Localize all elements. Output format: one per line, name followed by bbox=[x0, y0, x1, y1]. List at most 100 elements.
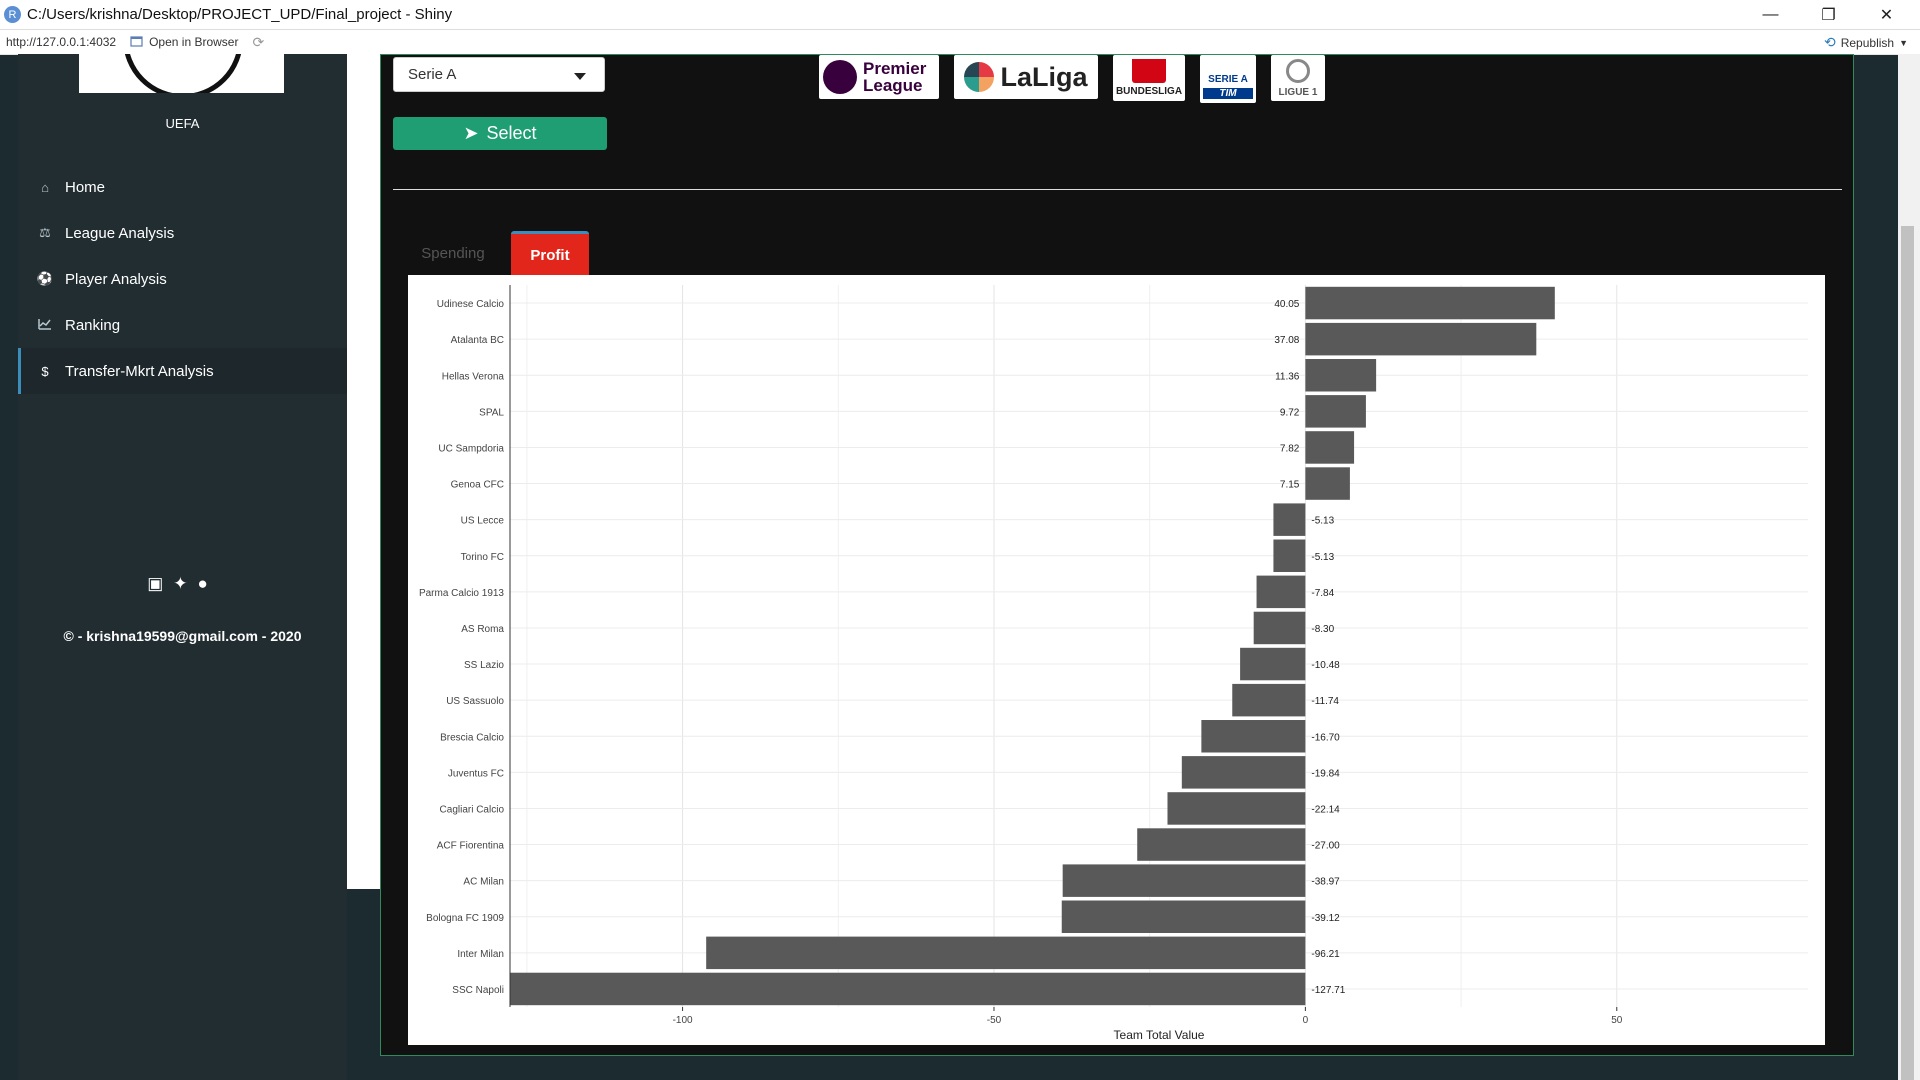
laliga-text: LaLiga bbox=[1000, 61, 1088, 92]
line-chart-icon bbox=[35, 318, 55, 333]
republish-button[interactable]: ⟲ Republish ▼ bbox=[1824, 34, 1908, 51]
laliga-ball-icon bbox=[964, 62, 995, 92]
tab-spending[interactable]: Spending bbox=[421, 245, 485, 262]
ligue1-emblem-icon bbox=[1286, 58, 1310, 83]
category-label: SSC Napoli bbox=[452, 985, 504, 996]
sidebar-item-label: Transfer-Mkrt Analysis bbox=[65, 362, 214, 380]
bar bbox=[510, 972, 1306, 1006]
sidebar-brand: UEFA bbox=[165, 116, 200, 131]
x-tick-label: -100 bbox=[673, 1015, 693, 1026]
r-app-icon: R bbox=[4, 6, 21, 23]
value-label: -7.84 bbox=[1311, 588, 1334, 599]
x-axis-label: Team Total Value bbox=[1114, 1028, 1205, 1042]
bar bbox=[1061, 900, 1306, 933]
open-in-browser-button[interactable]: Open in Browser bbox=[130, 35, 238, 50]
value-label: -38.97 bbox=[1311, 877, 1340, 888]
category-label: AC Milan bbox=[463, 877, 504, 888]
category-label: Hellas Verona bbox=[442, 371, 505, 382]
bar bbox=[1201, 720, 1306, 753]
lion-icon bbox=[823, 60, 857, 94]
laliga-logo: LaLiga bbox=[954, 55, 1098, 99]
sidebar-item-transfer-mkrt-analysis[interactable]: $ Transfer-Mkrt Analysis bbox=[18, 348, 347, 394]
value-label: 37.08 bbox=[1274, 335, 1299, 346]
category-label: US Lecce bbox=[461, 516, 505, 527]
value-label: -5.13 bbox=[1311, 552, 1334, 563]
league-select[interactable]: Serie A bbox=[393, 57, 605, 92]
profit-bar-chart: Udinese Calcio 40.05 Atalanta BC 37.08 Hella… bbox=[419, 285, 1808, 1042]
chevron-down-icon: ▼ bbox=[1899, 37, 1908, 48]
linkedin-icon[interactable]: ▣ bbox=[147, 574, 174, 593]
category-label: Cagliari Calcio bbox=[440, 804, 505, 815]
bar bbox=[1062, 864, 1306, 897]
serie-a-logo: SERIE A TIM bbox=[1200, 55, 1256, 103]
category-label: Torino FC bbox=[461, 552, 504, 563]
bar bbox=[1167, 792, 1306, 825]
x-tick-label: -50 bbox=[987, 1015, 1002, 1026]
home-icon: ⌂ bbox=[41, 179, 49, 195]
profit-chart: Udinese Calcio 40.05 Atalanta BC 37.08 Hella… bbox=[408, 275, 1825, 1045]
value-label: -8.30 bbox=[1311, 624, 1334, 635]
league-select-value: Serie A bbox=[408, 66, 457, 83]
twitter-icon[interactable]: ✦ bbox=[173, 574, 198, 593]
value-label: -96.21 bbox=[1311, 949, 1340, 960]
bar bbox=[1137, 828, 1306, 861]
category-label: Parma Calcio 1913 bbox=[419, 588, 504, 599]
bundesliga-text: BUNDESLIGA bbox=[1115, 86, 1183, 97]
refresh-icon[interactable]: ⟳ bbox=[252, 33, 265, 50]
bar bbox=[1305, 286, 1555, 320]
open-in-browser-label: Open in Browser bbox=[149, 35, 239, 49]
bar bbox=[1305, 359, 1377, 392]
soccer-ball-icon: ⚽ bbox=[36, 271, 54, 286]
category-label: ACF Fiorentina bbox=[437, 841, 505, 852]
url-text[interactable]: http://127.0.0.1:4032 bbox=[6, 35, 117, 49]
minimize-button[interactable]: — bbox=[1762, 5, 1779, 23]
sidebar-menu: ⌂ Home ⚖ League Analysis ⚽ Player Analys… bbox=[18, 164, 347, 394]
value-label: -27.00 bbox=[1311, 841, 1340, 852]
value-label: 7.82 bbox=[1280, 443, 1300, 454]
sidebar-item-league-analysis[interactable]: ⚖ League Analysis bbox=[18, 210, 347, 256]
paper-plane-icon: ➤ bbox=[463, 123, 479, 143]
sidebar-item-label: Player Analysis bbox=[65, 270, 167, 288]
sidebar-item-home[interactable]: ⌂ Home bbox=[18, 164, 347, 210]
section-divider bbox=[393, 189, 1842, 190]
premier-league-logo: Premier League bbox=[819, 55, 939, 99]
category-label: UC Sampdoria bbox=[438, 443, 504, 454]
close-button[interactable]: ✕ bbox=[1879, 6, 1894, 24]
select-button[interactable]: ➤ Select bbox=[393, 117, 607, 150]
value-label: 9.72 bbox=[1280, 407, 1300, 418]
category-label: SS Lazio bbox=[464, 660, 504, 671]
uefa-logo bbox=[79, 54, 284, 93]
ligue1-logo: LIGUE 1 bbox=[1271, 55, 1325, 101]
external-window-icon bbox=[130, 35, 144, 50]
value-label: 40.05 bbox=[1274, 299, 1299, 310]
social-links: ▣✦● bbox=[18, 574, 347, 594]
value-label: 11.36 bbox=[1275, 371, 1300, 382]
value-label: -19.84 bbox=[1311, 768, 1340, 779]
caret-down-icon bbox=[574, 73, 586, 80]
republish-icon: ⟲ bbox=[1823, 34, 1836, 50]
serie-a-text: SERIE A bbox=[1208, 73, 1248, 85]
tab-profit[interactable]: Profit bbox=[511, 231, 589, 276]
value-label: -16.70 bbox=[1311, 732, 1340, 743]
restore-button[interactable]: ❐ bbox=[1821, 6, 1836, 24]
value-label: 7.15 bbox=[1280, 480, 1300, 491]
money-icon: $ bbox=[41, 363, 49, 379]
page-scrollbar[interactable] bbox=[1898, 54, 1920, 1080]
value-label: -5.13 bbox=[1311, 516, 1334, 527]
scrollbar-thumb[interactable] bbox=[1901, 226, 1914, 1080]
category-label: Udinese Calcio bbox=[437, 299, 505, 310]
github-icon[interactable]: ● bbox=[197, 574, 218, 593]
sidebar-item-player-analysis[interactable]: ⚽ Player Analysis bbox=[18, 256, 347, 302]
sidebar-item-ranking[interactable]: Ranking bbox=[18, 302, 347, 348]
category-label: Brescia Calcio bbox=[440, 732, 504, 743]
category-label: Atalanta BC bbox=[451, 335, 504, 346]
bundesliga-player-icon bbox=[1132, 59, 1166, 83]
bar bbox=[1305, 467, 1350, 500]
category-label: Inter Milan bbox=[457, 949, 504, 960]
bar bbox=[1305, 322, 1537, 356]
balance-scale-icon: ⚖ bbox=[39, 225, 51, 240]
sidebar-item-label: League Analysis bbox=[65, 224, 175, 242]
transfer-market-panel: Serie A ➤ Select Premier League LaLiga B… bbox=[380, 54, 1854, 1056]
republish-label: Republish bbox=[1840, 35, 1895, 50]
category-label: AS Roma bbox=[461, 624, 504, 635]
